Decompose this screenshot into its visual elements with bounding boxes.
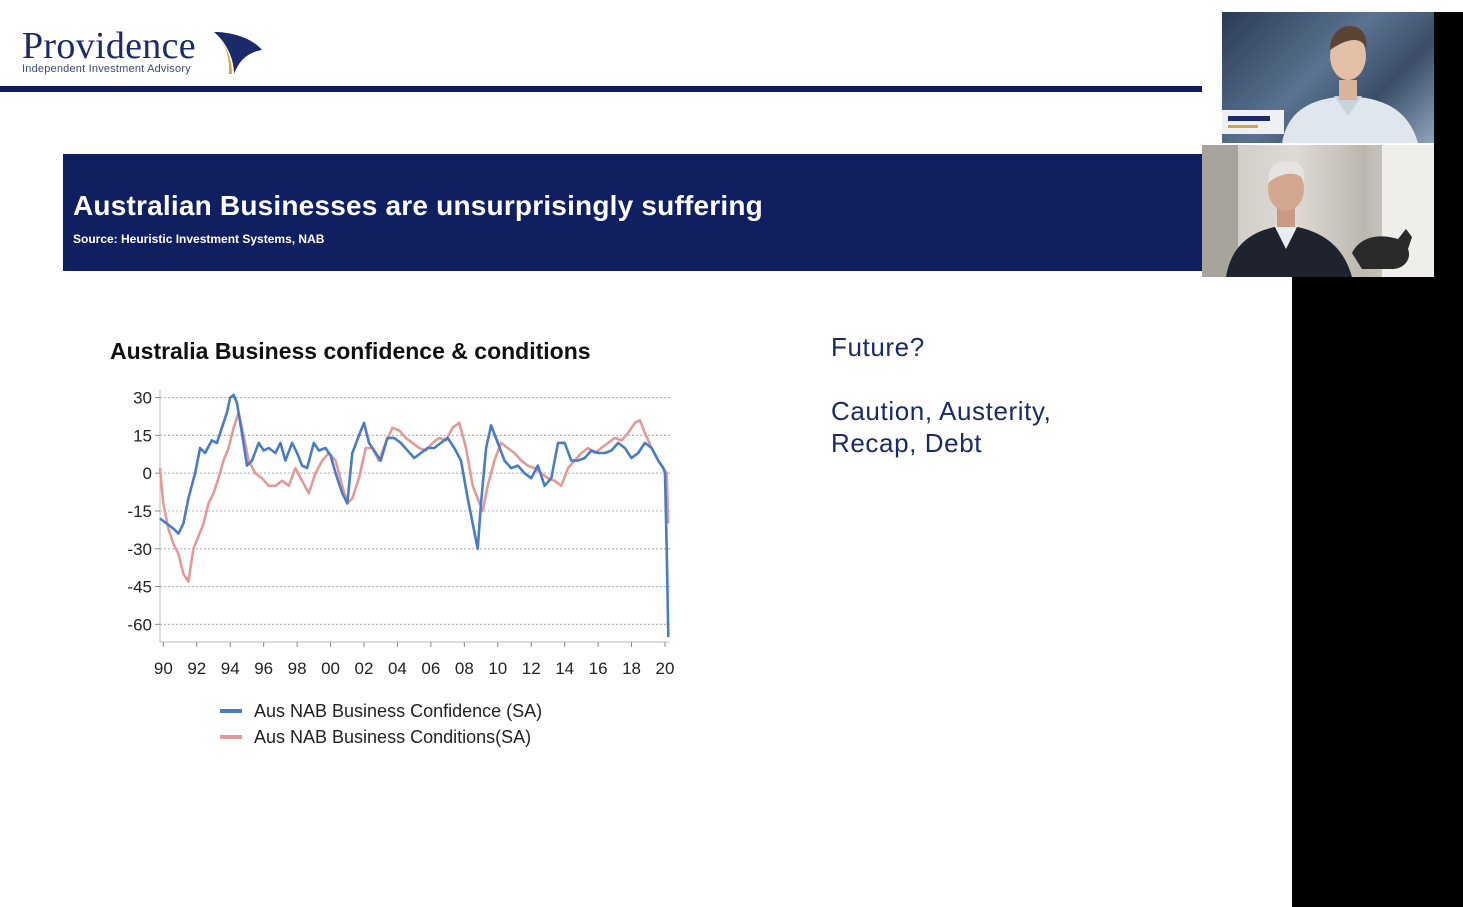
x-tick-label: 20 [656,659,675,678]
logo-wordmark: Providence [22,25,196,67]
title-banner [63,154,1202,271]
y-tick-label: 30 [133,389,152,408]
series-line-confidence [159,393,670,638]
y-tick-label: -45 [127,578,152,597]
video-panel-background [1292,277,1463,907]
x-tick-label: 96 [254,659,273,678]
x-tick-label: 00 [321,659,340,678]
y-tick-label: -60 [127,615,152,634]
person-video-icon [1202,145,1434,277]
x-tick-label: 14 [555,659,574,678]
x-tick-label: 94 [221,659,240,678]
legend-swatch-confidence [220,709,242,713]
y-tick-label: 0 [143,464,152,483]
legend-item-confidence: Aus NAB Business Confidence (SA) [220,698,542,724]
future-question: Future? [831,332,925,362]
legend-swatch-conditions [220,735,242,739]
y-tick-label: -30 [127,540,152,559]
providence-logo: Providence Independent Investment Adviso… [22,26,196,75]
slide-title: Australian Businesses are unsurprisingly… [73,190,763,221]
x-tick-label: 12 [522,659,541,678]
slide-source: Source: Heuristic Investment Systems, NA… [73,232,325,246]
x-tick-label: 16 [589,659,608,678]
video-tile-presenter-1[interactable] [1222,12,1434,143]
y-tick-label: 15 [133,426,152,445]
x-tick-label: 92 [187,659,206,678]
x-tick-label: 90 [154,659,173,678]
series-line-conditions [158,411,670,583]
future-keywords-line1: Caution, Austerity, [831,396,1052,426]
video-tile-presenter-2[interactable] [1202,145,1434,277]
x-tick-label: 08 [455,659,474,678]
x-tick-label: 10 [488,659,507,678]
x-tick-label: 06 [421,659,440,678]
x-tick-label: 18 [622,659,641,678]
sail-logo-icon [214,32,262,74]
legend-label-conditions: Aus NAB Business Conditions(SA) [254,726,532,747]
y-tick-label: -15 [127,502,152,521]
person-video-icon [1222,26,1418,143]
x-tick-label: 02 [355,659,374,678]
future-keywords: Caution, Austerity, Recap, Debt [831,395,1051,459]
chart-legend: Aus NAB Business Confidence (SA) Aus NAB… [220,698,542,750]
header-divider [0,86,1202,92]
video-strip-edge [1434,12,1463,277]
future-keywords-line2: Recap, Debt [831,428,983,458]
x-tick-label: 98 [288,659,307,678]
x-tick-label: 04 [388,659,407,678]
legend-label-confidence: Aus NAB Business Confidence (SA) [254,700,543,721]
logo-tagline: Independent Investment Advisory [22,63,191,75]
chart-title: Australia Business confidence & conditio… [110,338,591,364]
legend-item-conditions: Aus NAB Business Conditions(SA) [220,724,542,750]
line-chart: 30 15 0 -15 -30 -45 -60 90 92 94 96 98 00 02 04 06 08 10 1… [127,389,675,678]
